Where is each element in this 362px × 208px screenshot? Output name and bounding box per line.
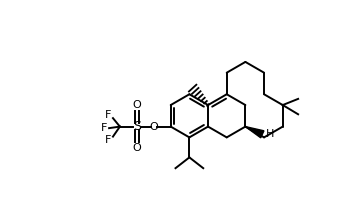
Polygon shape [245, 127, 264, 138]
Text: S: S [133, 120, 141, 133]
Text: F: F [105, 135, 111, 145]
Text: F: F [101, 123, 108, 133]
Text: O: O [132, 143, 141, 153]
Text: O: O [132, 100, 141, 110]
Text: H: H [266, 129, 274, 139]
Text: O: O [150, 122, 158, 132]
Text: F: F [105, 110, 111, 120]
